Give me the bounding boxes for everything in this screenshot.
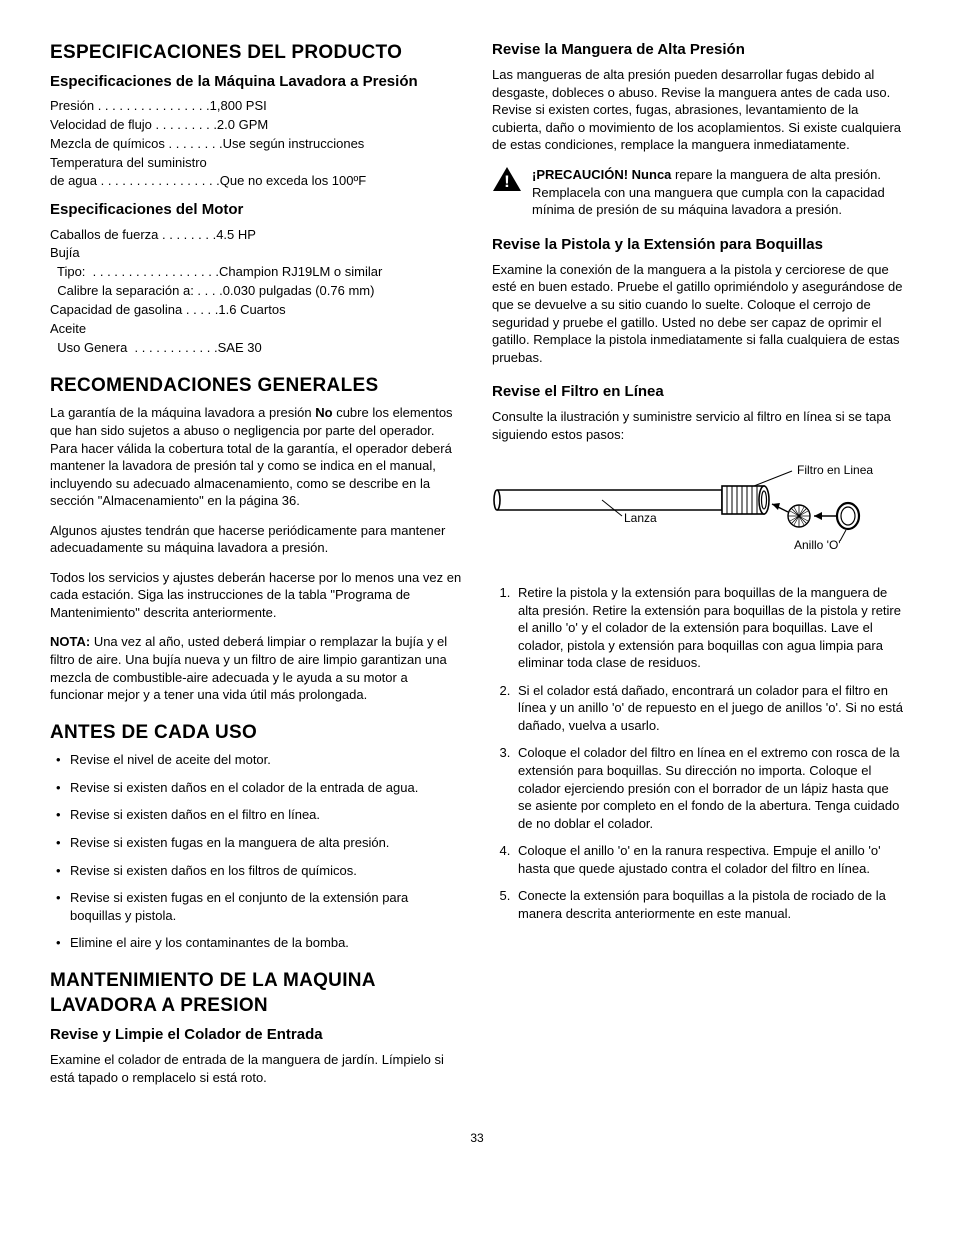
label-lanza: Lanza <box>624 511 657 525</box>
filter-diagram: Filtro en Linea Lanza Anillo 'O' <box>492 456 904 571</box>
two-column-layout: ESPECIFICACIONES DEL PRODUCTO Especifica… <box>50 40 904 1102</box>
list-item: Revise si existen daños en el filtro en … <box>50 806 462 824</box>
para-manguera: Las mangueras de alta presión pueden des… <box>492 66 904 154</box>
heading-recomendaciones: RECOMENDACIONES GENERALES <box>50 373 462 399</box>
subheading-colador: Revise y Limpie el Colador de Entrada <box>50 1025 462 1045</box>
subheading-pistola: Revise la Pistola y la Extensión para Bo… <box>492 235 904 255</box>
subheading-maquina: Especificaciones de la Máquina Lavadora … <box>50 72 462 92</box>
bold-nunca: Nunca <box>632 167 672 182</box>
warning-block: ! ¡PRECAUCIÓN! Nunca repare la manguera … <box>492 166 904 219</box>
list-item: Retire la pistola y la extensión para bo… <box>514 584 904 672</box>
spec-sae: Uso Genera . . . . . . . . . . . .SAE 30 <box>50 340 462 357</box>
list-item: Revise el nivel de aceite del motor. <box>50 751 462 769</box>
list-item: Coloque el colador del filtro en línea e… <box>514 744 904 832</box>
warning-icon: ! <box>492 166 522 219</box>
spec-tipo: Tipo: . . . . . . . . . . . . . . . . . … <box>50 264 462 281</box>
left-column: ESPECIFICACIONES DEL PRODUCTO Especifica… <box>50 40 462 1102</box>
heading-antes: ANTES DE CADA USO <box>50 720 462 746</box>
spec-flujo: Velocidad de flujo . . . . . . . . .2.0 … <box>50 117 462 134</box>
bold-nota: NOTA: <box>50 634 90 649</box>
list-item: Revise si existen daños en los filtros d… <box>50 862 462 880</box>
spec-bujia: Bujía <box>50 245 462 262</box>
para-nota: NOTA: Una vez al año, usted deberá limpi… <box>50 633 462 703</box>
list-item: Coloque el anillo 'o' en la ranura respe… <box>514 842 904 877</box>
list-item: Elimine el aire y los contaminantes de l… <box>50 934 462 952</box>
para-filtro: Consulte la ilustración y suministre ser… <box>492 408 904 443</box>
bold-precaucion: ¡PRECAUCIÓN! <box>532 167 632 182</box>
para-garantia: La garantía de la máquina lavadora a pre… <box>50 404 462 509</box>
para-ajustes: Algunos ajustes tendrán que hacerse peri… <box>50 522 462 557</box>
label-anillo: Anillo 'O' <box>794 538 841 552</box>
list-item: Conecte la extensión para boquillas a la… <box>514 887 904 922</box>
spec-quimicos: Mezcla de químicos . . . . . . . .Use se… <box>50 136 462 153</box>
heading-mantenimiento: MANTENIMIENTO DE LA MAQUINA LAVADORA A P… <box>50 968 462 1019</box>
spec-aceite: Aceite <box>50 321 462 338</box>
spec-gasolina: Capacidad de gasolina . . . . .1.6 Cuart… <box>50 302 462 319</box>
subheading-filtro: Revise el Filtro en Línea <box>492 382 904 402</box>
text: Una vez al año, usted deberá limpiar o r… <box>50 634 447 702</box>
spec-calibre: Calibre la separación a: . . . .0.030 pu… <box>50 283 462 300</box>
before-use-list: Revise el nivel de aceite del motor. Rev… <box>50 751 462 951</box>
spec-hp: Caballos de fuerza . . . . . . . .4.5 HP <box>50 227 462 244</box>
para-pistola: Examine la conexión de la manguera a la … <box>492 261 904 366</box>
page-number: 33 <box>50 1130 904 1146</box>
list-item: Revise si existen fugas en la manguera d… <box>50 834 462 852</box>
subheading-motor: Especificaciones del Motor <box>50 200 462 220</box>
spec-temp-b: de agua . . . . . . . . . . . . . . . . … <box>50 173 462 190</box>
spec-presion: Presión . . . . . . . . . . . . . . . .1… <box>50 98 462 115</box>
list-item: Revise si existen fugas en el conjunto d… <box>50 889 462 924</box>
filter-steps: Retire la pistola y la extensión para bo… <box>492 584 904 922</box>
list-item: Revise si existen daños en el colador de… <box>50 779 462 797</box>
list-item: Si el colador está dañado, encontrará un… <box>514 682 904 735</box>
spec-temp-a: Temperatura del suministro <box>50 155 462 172</box>
label-filtro: Filtro en Linea <box>797 463 873 477</box>
text: La garantía de la máquina lavadora a pre… <box>50 405 315 420</box>
text: cubre los elementos que han sido sujetos… <box>50 405 453 508</box>
svg-text:!: ! <box>504 172 510 191</box>
para-colador: Examine el colador de entrada de la mang… <box>50 1051 462 1086</box>
heading-especificaciones: ESPECIFICACIONES DEL PRODUCTO <box>50 40 462 66</box>
bold-no: No <box>315 405 332 420</box>
para-servicios: Todos los servicios y ajustes deberán ha… <box>50 569 462 622</box>
right-column: Revise la Manguera de Alta Presión Las m… <box>492 40 904 1102</box>
warning-text: ¡PRECAUCIÓN! Nunca repare la manguera de… <box>532 166 904 219</box>
subheading-manguera: Revise la Manguera de Alta Presión <box>492 40 904 60</box>
